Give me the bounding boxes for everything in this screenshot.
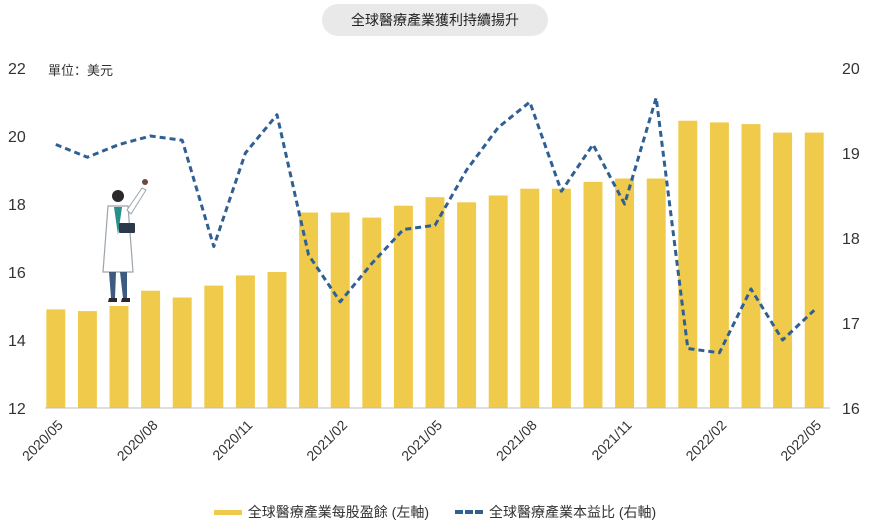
- eps-bar: [425, 197, 445, 408]
- x-tick-label: 2021/11: [588, 417, 635, 464]
- eps-bar: [678, 120, 698, 408]
- eps-bar: [330, 212, 350, 408]
- left-tick-label: 14: [8, 333, 26, 350]
- eps-bar: [172, 297, 192, 408]
- doctor-illustration-icon: [102, 179, 148, 302]
- eps-bar: [520, 188, 540, 408]
- legend-swatch-line: [455, 510, 483, 514]
- left-tick-label: 22: [8, 61, 26, 78]
- chart-title: 全球醫療產業獲利持續揚升: [322, 4, 548, 36]
- unit-label: 單位：美元: [48, 63, 114, 78]
- eps-bar: [77, 311, 97, 408]
- legend-label-eps: 全球醫療產業每股盈餘 (左軸): [247, 504, 429, 520]
- left-tick-label: 12: [8, 401, 26, 418]
- legend-swatch-bar: [213, 509, 242, 515]
- left-tick-label: 20: [8, 129, 26, 146]
- legend-label-pe: 全球醫療產業本益比 (右軸): [489, 504, 657, 520]
- eps-bar: [141, 290, 161, 408]
- right-tick-label: 18: [842, 231, 860, 248]
- x-axis-ticks: 2020/05 2020/08 2020/11 2021/02 2021/05 2021/…: [19, 417, 825, 464]
- eps-bar: [267, 272, 287, 408]
- eps-bars: [46, 120, 824, 409]
- eps-bar: [804, 132, 824, 408]
- x-tick-label: 2020/05: [19, 417, 66, 464]
- eps-bar: [583, 181, 603, 408]
- eps-bar: [393, 205, 413, 408]
- x-tick-label: 2020/11: [209, 417, 256, 464]
- eps-bar: [362, 217, 382, 408]
- left-tick-label: 16: [8, 265, 26, 282]
- pe-line: [55, 96, 816, 355]
- x-tick-label: 2021/02: [303, 417, 350, 464]
- x-tick-label: 2020/08: [114, 417, 161, 464]
- eps-bar: [646, 178, 666, 408]
- x-tick-label: 2022/02: [682, 417, 729, 464]
- eps-bar: [551, 188, 571, 408]
- x-tick-label: 2021/05: [398, 417, 445, 464]
- eps-bar: [615, 178, 635, 408]
- left-tick-label: 18: [8, 197, 26, 214]
- eps-bar: [109, 306, 129, 408]
- legend-item-eps: 全球醫療產業每股盈餘 (左軸): [213, 502, 429, 522]
- eps-bar: [709, 122, 729, 409]
- eps-bar: [299, 212, 319, 408]
- pe-line-group: [55, 96, 816, 355]
- eps-bar: [773, 132, 793, 408]
- eps-bar: [457, 202, 477, 408]
- x-tick-label: 2021/08: [493, 417, 540, 464]
- eps-bar: [46, 309, 66, 408]
- x-tick-label: 2022/05: [777, 417, 824, 464]
- right-tick-label: 20: [842, 61, 860, 78]
- eps-bar: [741, 124, 761, 408]
- left-axis-ticks: 12 14 16 18 20 22: [8, 61, 26, 418]
- right-tick-label: 19: [842, 146, 860, 163]
- right-tick-label: 16: [842, 401, 860, 418]
- legend-item-pe: 全球醫療產業本益比 (右軸): [455, 502, 656, 522]
- eps-bar: [488, 195, 508, 408]
- eps-bar: [235, 275, 255, 408]
- right-tick-label: 17: [842, 316, 860, 333]
- eps-bar: [204, 285, 224, 408]
- right-axis-ticks: 16 17 18 19 20: [842, 61, 860, 418]
- legend: 全球醫療產業每股盈餘 (左軸) 全球醫療產業本益比 (右軸): [0, 502, 870, 522]
